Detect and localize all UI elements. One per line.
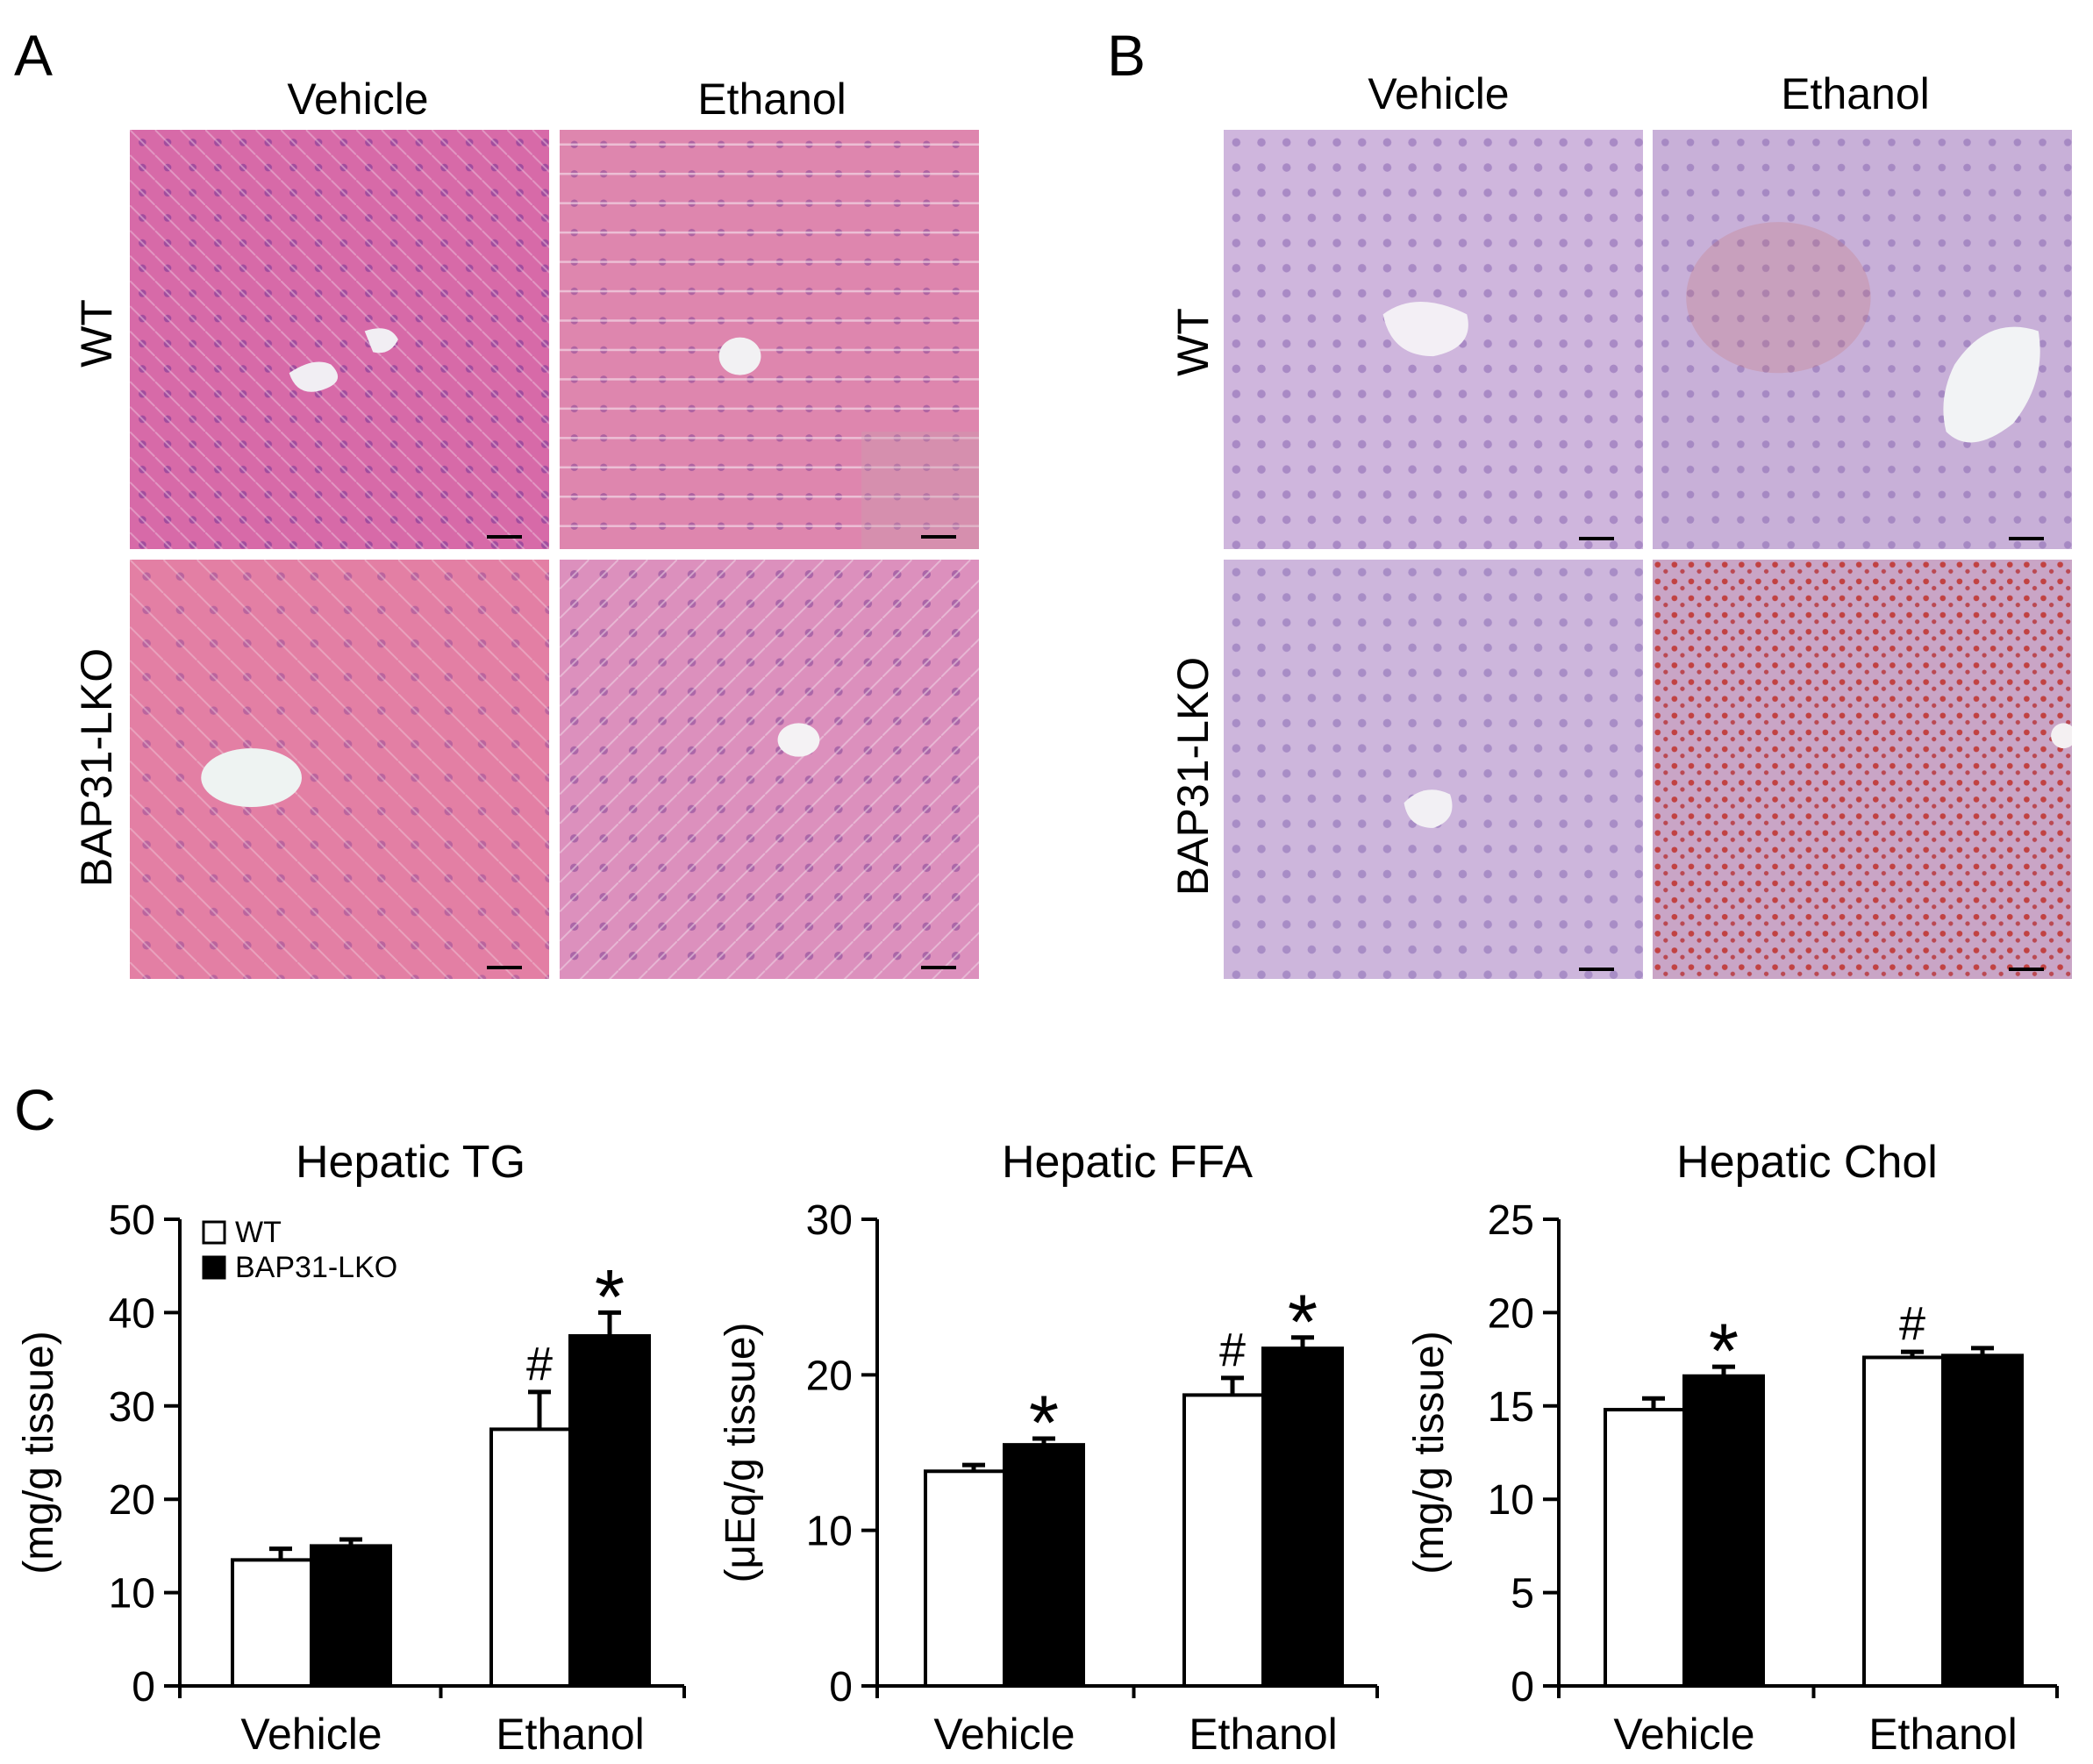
y-tick-label: 0 xyxy=(132,1664,155,1710)
y-axis-label: (mg/g tissue) xyxy=(1406,1331,1453,1574)
bar-lko xyxy=(568,1334,651,1688)
scale-bar xyxy=(487,966,522,969)
chart-title: Hepatic TG xyxy=(296,1137,525,1188)
micrograph-a-lko-vehicle xyxy=(130,560,549,979)
scale-bar xyxy=(921,535,956,539)
panel-b-col-vehicle: Vehicle xyxy=(1368,69,1510,118)
bar-wt xyxy=(1604,1408,1686,1689)
micrograph-a-lko-ethanol xyxy=(560,560,979,979)
y-tick-label: 15 xyxy=(1488,1384,1534,1431)
micrograph-b-lko-ethanol xyxy=(1653,560,2072,979)
bar-lko xyxy=(1261,1346,1344,1688)
bar-wt xyxy=(489,1427,572,1689)
y-axis-label: (mg/g tissue) xyxy=(16,1331,62,1574)
significance-asterisk: * xyxy=(1288,1278,1318,1365)
panel-a-col-vehicle: Vehicle xyxy=(287,75,429,124)
significance-hash: # xyxy=(1219,1324,1246,1376)
y-tick-label: 0 xyxy=(829,1664,853,1710)
x-tick-label: Ethanol xyxy=(1189,1710,1338,1759)
bar-lko xyxy=(1682,1374,1765,1688)
bar-wt xyxy=(924,1469,1006,1689)
x-tick-label: Vehicle xyxy=(1613,1710,1754,1759)
micrograph-b-wt-ethanol xyxy=(1653,130,2072,549)
y-axis-label: (μEq/g tissue) xyxy=(718,1322,764,1582)
legend-swatch-wt xyxy=(202,1220,226,1245)
panel-label-a: A xyxy=(14,23,54,88)
y-tick-label: 5 xyxy=(1511,1571,1534,1618)
y-tick-label: 30 xyxy=(109,1384,155,1431)
legend-swatch-lko xyxy=(202,1255,226,1280)
bar-wt xyxy=(231,1558,313,1688)
x-tick-label: Ethanol xyxy=(496,1710,645,1759)
y-tick-label: 0 xyxy=(1511,1664,1534,1710)
panel-b-col-ethanol: Ethanol xyxy=(1781,69,1930,118)
scale-bar xyxy=(2009,537,2044,540)
y-tick-label: 10 xyxy=(109,1571,155,1618)
y-tick-label: 40 xyxy=(109,1290,155,1337)
bar-lko xyxy=(1941,1353,2024,1688)
bar-lko xyxy=(1003,1443,1085,1688)
y-tick-label: 10 xyxy=(806,1509,853,1555)
x-tick-label: Vehicle xyxy=(240,1710,382,1759)
significance-asterisk: * xyxy=(1029,1379,1059,1466)
panel-label-c: C xyxy=(14,1077,56,1142)
micrograph-a-wt-ethanol xyxy=(560,130,979,549)
y-tick-label: 25 xyxy=(1488,1197,1534,1244)
legend-label: WT xyxy=(235,1216,282,1249)
scale-bar xyxy=(487,535,522,539)
scale-bar xyxy=(2009,968,2044,971)
significance-hash: # xyxy=(1899,1297,1925,1350)
y-tick-label: 20 xyxy=(806,1353,853,1399)
chart-title: Hepatic Chol xyxy=(1676,1137,1938,1188)
micrograph-a-wt-vehicle xyxy=(130,130,549,549)
significance-asterisk: * xyxy=(1709,1307,1739,1394)
panel-label-b: B xyxy=(1107,23,1147,88)
y-tick-label: 50 xyxy=(109,1197,155,1244)
scale-bar xyxy=(921,966,956,969)
panel-a-col-ethanol: Ethanol xyxy=(697,75,846,124)
bar-lko xyxy=(310,1544,392,1689)
x-tick-label: Ethanol xyxy=(1868,1710,2018,1759)
scale-bar xyxy=(1579,968,1614,971)
micrograph-b-wt-vehicle xyxy=(1224,130,1643,549)
significance-hash: # xyxy=(526,1338,553,1390)
y-tick-label: 20 xyxy=(109,1477,155,1524)
chart-title: Hepatic FFA xyxy=(1002,1137,1253,1188)
y-tick-label: 10 xyxy=(1488,1477,1534,1524)
y-tick-label: 20 xyxy=(1488,1290,1534,1337)
legend-label: BAP31-LKO xyxy=(235,1251,397,1284)
significance-asterisk: * xyxy=(595,1253,625,1339)
micrograph-b-lko-vehicle xyxy=(1224,560,1643,979)
x-tick-label: Vehicle xyxy=(933,1710,1075,1759)
bar-wt xyxy=(1182,1393,1265,1689)
y-tick-label: 30 xyxy=(806,1197,853,1244)
scale-bar xyxy=(1579,537,1614,540)
bar-wt xyxy=(1862,1355,1945,1689)
